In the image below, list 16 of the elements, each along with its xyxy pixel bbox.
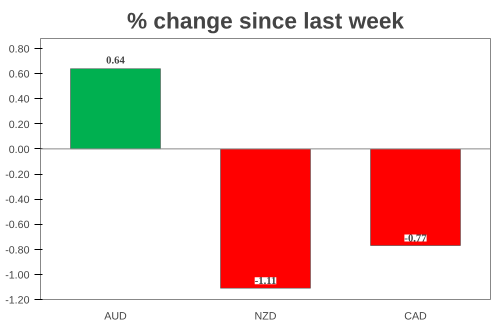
y-tick-label: -0.60 xyxy=(5,219,30,232)
x-tick-label: NZD xyxy=(254,310,277,322)
x-tick-label: AUD xyxy=(104,310,128,322)
y-tick-label: 0.20 xyxy=(8,118,30,131)
y-tick-label: 0.60 xyxy=(8,68,30,81)
y-tick-label: -1.00 xyxy=(5,269,30,282)
y-tick-label: 0.40 xyxy=(8,94,30,106)
data-label: 0.64 xyxy=(106,56,126,67)
y-tick-label: 0.80 xyxy=(8,44,30,56)
y-tick-label: 0.00 xyxy=(8,144,30,156)
x-tick-label: CAD xyxy=(404,310,428,322)
y-tick-label: -0.40 xyxy=(5,194,30,206)
y-tick-label: -1.20 xyxy=(5,294,30,306)
chart-title: % change since last week xyxy=(126,8,404,34)
y-tick-label: -0.80 xyxy=(5,244,30,256)
y-tick-label: -0.20 xyxy=(5,169,30,182)
